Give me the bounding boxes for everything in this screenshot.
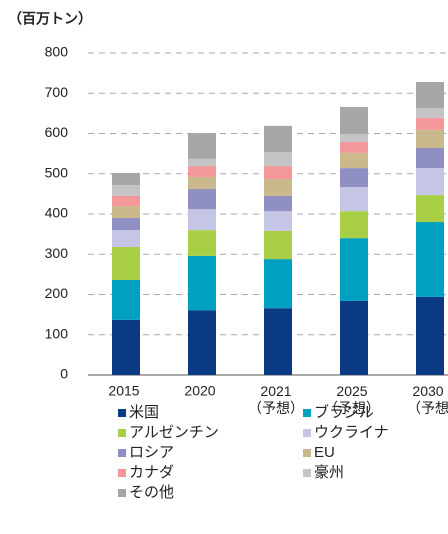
bar-segment xyxy=(112,319,140,375)
bar-segment xyxy=(264,308,292,375)
legend-label: 豪州 xyxy=(314,463,344,481)
x-tick-label: 2020 xyxy=(184,383,215,399)
bar-segment xyxy=(340,106,368,134)
x-tick-label: 2025 （予想） xyxy=(324,383,380,416)
bar-segment xyxy=(416,117,444,130)
bar-segment xyxy=(416,108,444,118)
bar-segment xyxy=(340,168,368,188)
x-tick-label: 2030 （予想 xyxy=(407,383,448,416)
bar-segment xyxy=(264,259,292,309)
bar-segment xyxy=(416,195,444,223)
bar-segment xyxy=(340,211,368,239)
bar-segment xyxy=(112,205,140,219)
bar-segment xyxy=(340,187,368,212)
bar-segment xyxy=(264,152,292,167)
bar-segment xyxy=(112,185,140,196)
bar-segment xyxy=(188,158,216,167)
y-tick-label: 100 xyxy=(45,325,69,341)
bar-segment xyxy=(340,141,368,153)
legend-swatch xyxy=(118,469,126,477)
bar-segment xyxy=(416,168,444,196)
legend-label: 米国 xyxy=(129,404,159,421)
x-tick-label: 2015 xyxy=(108,383,139,399)
y-tick-label: 300 xyxy=(45,245,69,261)
bar-segment xyxy=(188,176,216,190)
bar-segment xyxy=(264,211,292,231)
y-tick-label: 600 xyxy=(45,124,69,140)
legend-swatch xyxy=(118,429,126,437)
bar-segment xyxy=(264,166,292,179)
bar-segment xyxy=(340,133,368,142)
y-axis-label: （百万トン） xyxy=(8,11,92,27)
legend-label: その他 xyxy=(129,484,174,501)
x-tick-label: 2021 （予想） xyxy=(248,383,304,416)
legend-label: カナダ xyxy=(129,464,174,481)
bar-segment xyxy=(416,222,444,297)
legend-swatch xyxy=(303,469,311,477)
bar-segment xyxy=(416,81,444,109)
legend-label: EU xyxy=(314,444,335,461)
bar-segment xyxy=(264,230,292,260)
legend-swatch xyxy=(303,409,311,417)
bar-segment xyxy=(188,255,216,311)
bar-segment xyxy=(188,310,216,375)
y-tick-label: 800 xyxy=(45,44,69,60)
legend-label: アルゼンチン xyxy=(129,424,219,441)
bar-segment xyxy=(416,129,444,148)
legend-swatch xyxy=(118,409,126,417)
y-tick-label: 200 xyxy=(45,285,69,301)
bar-segment xyxy=(264,125,292,153)
bar-segment xyxy=(264,178,292,196)
bar-segment xyxy=(188,189,216,210)
bar-segment xyxy=(188,230,216,256)
bar-segment xyxy=(188,209,216,231)
y-tick-label: 500 xyxy=(45,164,69,180)
y-tick-label: 0 xyxy=(60,366,68,382)
bar-segment xyxy=(188,133,216,159)
bar-segment xyxy=(188,166,216,177)
bar-segment xyxy=(416,296,444,375)
y-tick-label: 700 xyxy=(45,84,69,100)
bar-segment xyxy=(112,230,140,248)
bar-segment xyxy=(112,195,140,206)
bar-segment xyxy=(112,247,140,281)
legend-label: ロシア xyxy=(129,444,174,461)
legend-swatch xyxy=(303,429,311,437)
bar-segment xyxy=(264,195,292,212)
bar-segment xyxy=(340,300,368,375)
legend-label: ブラジル xyxy=(314,403,374,421)
bar-segment xyxy=(340,152,368,169)
bar-segment xyxy=(112,218,140,231)
bar-segment xyxy=(112,280,140,320)
legend-label: ウクライナ xyxy=(314,424,389,441)
legend-swatch xyxy=(118,449,126,457)
bar-segment xyxy=(416,147,444,169)
legend-swatch xyxy=(303,449,311,457)
legend-swatch xyxy=(118,489,126,497)
y-tick-label: 400 xyxy=(45,205,69,221)
bar-segment xyxy=(112,172,140,186)
bar-segment xyxy=(340,238,368,301)
